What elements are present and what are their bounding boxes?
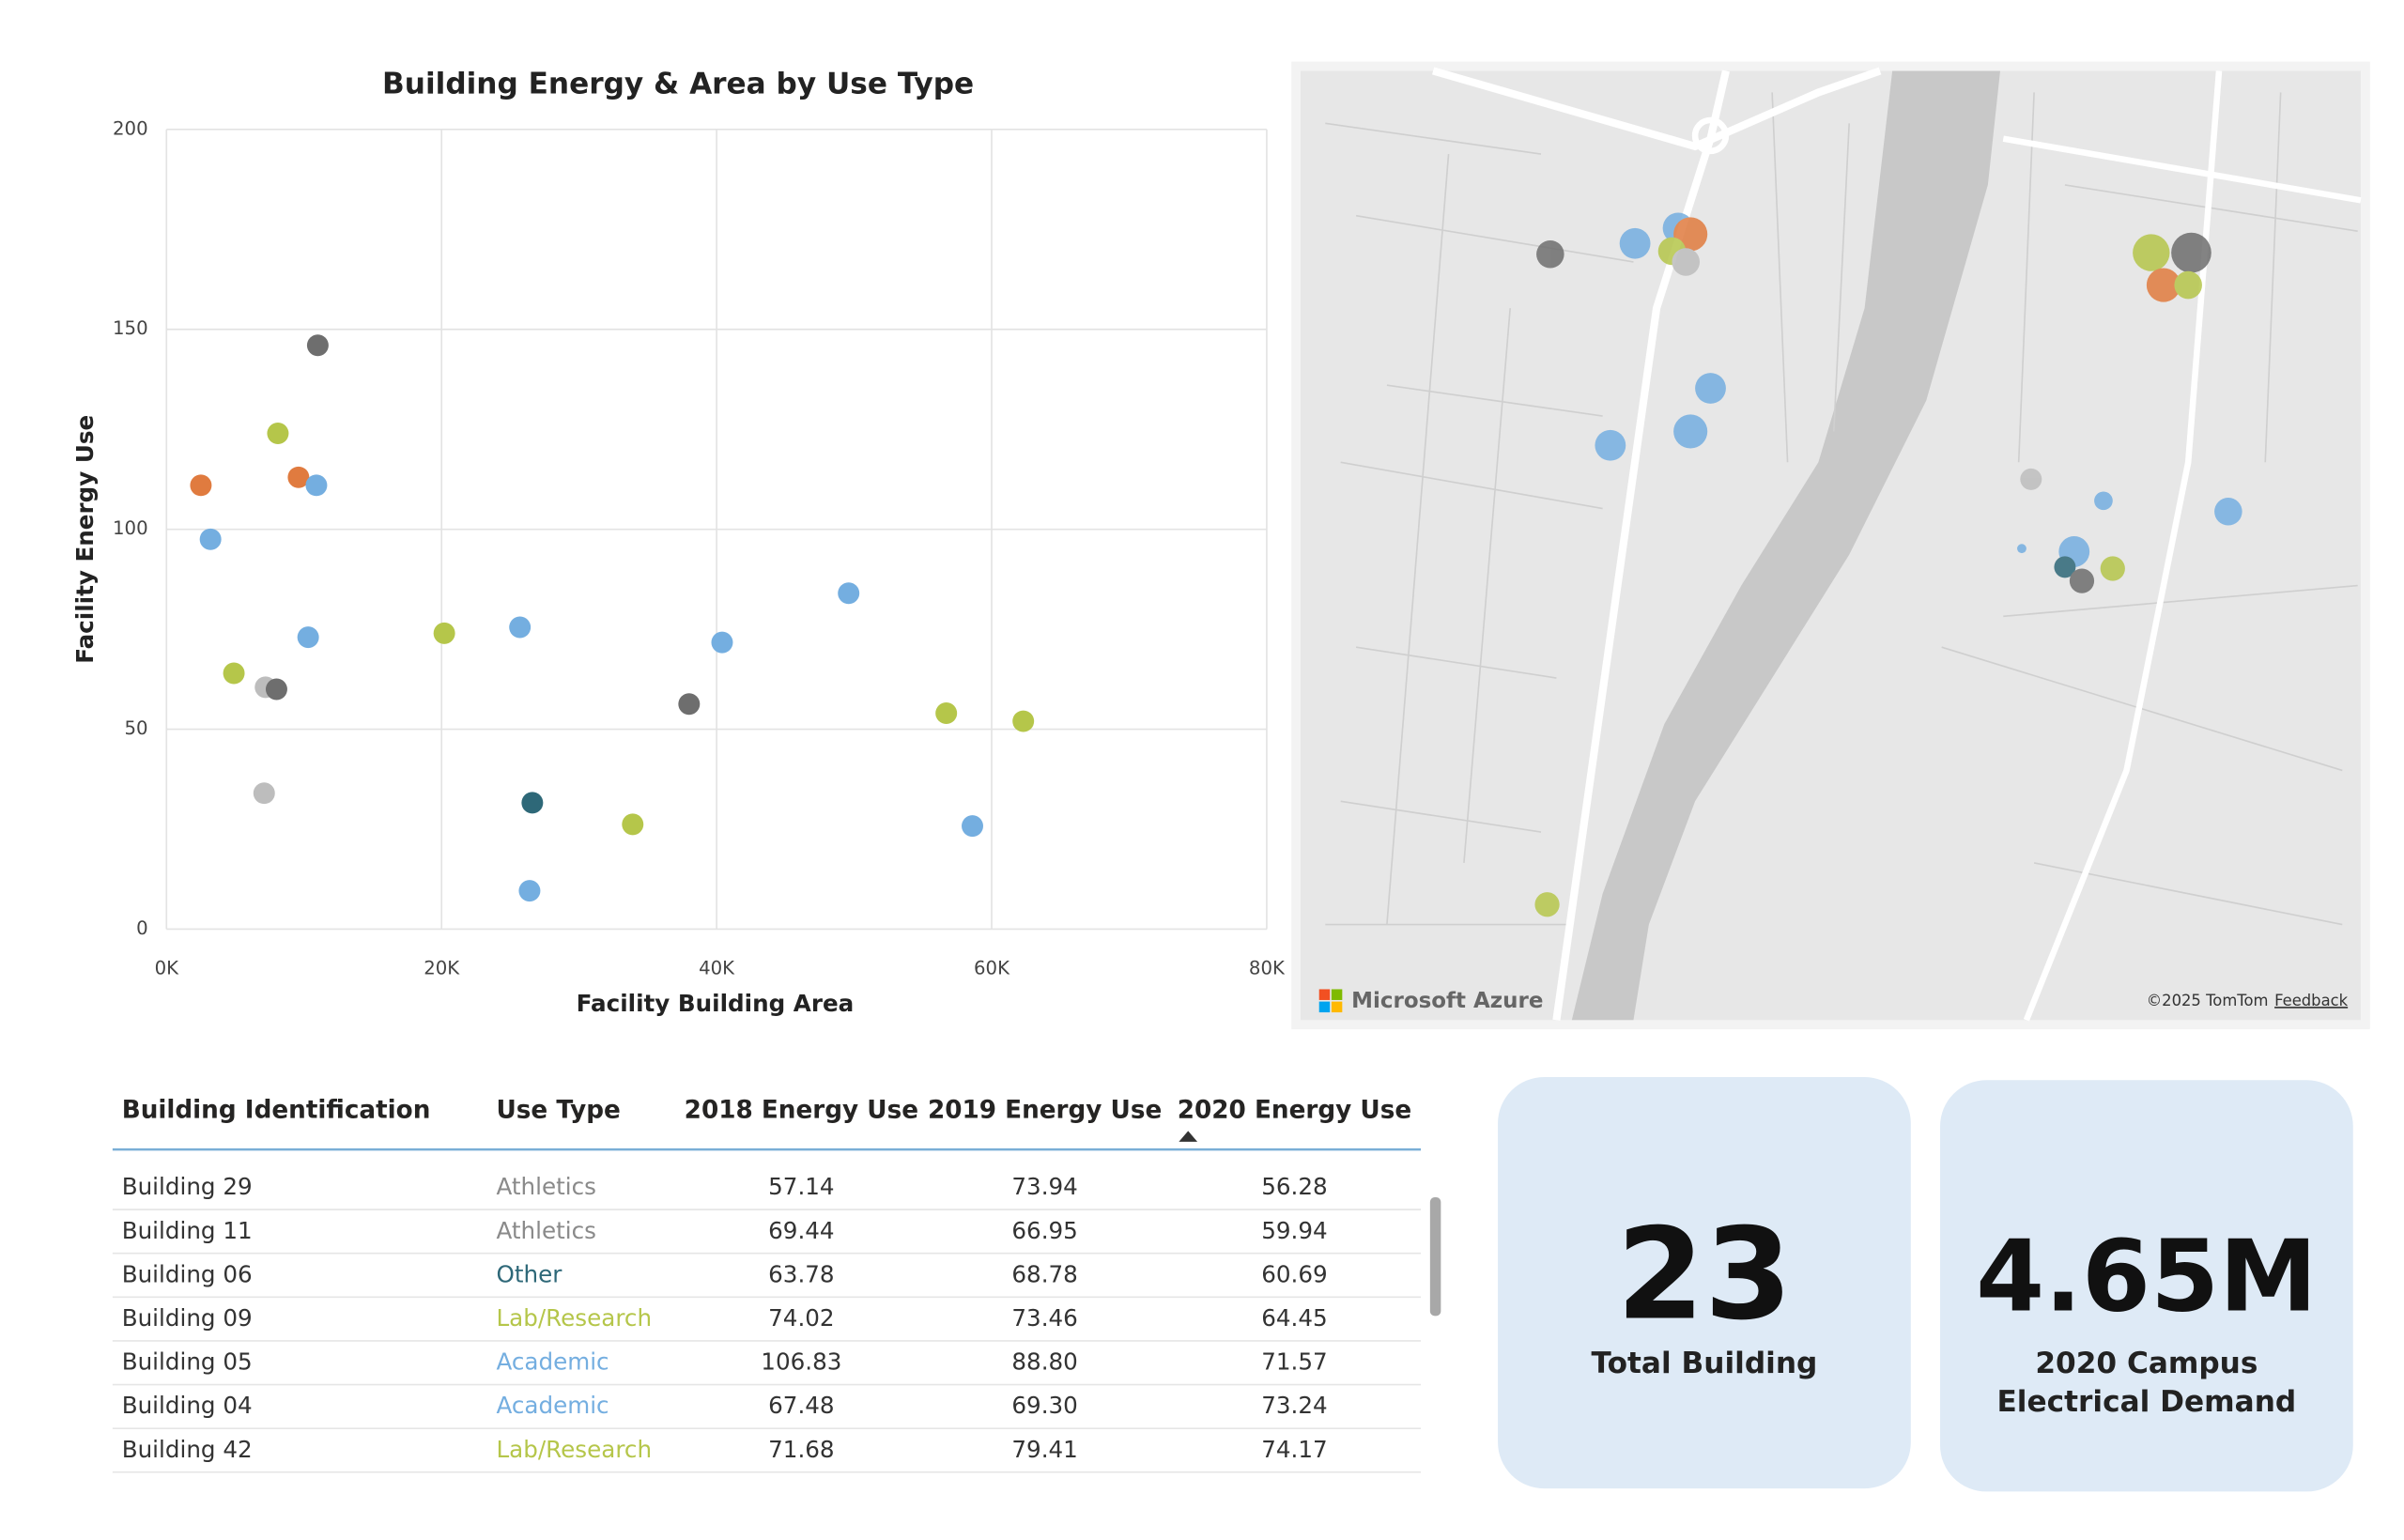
table-cell: Academic [496,1392,609,1419]
table-cell: 67.48 [768,1392,834,1419]
table-cell: 56.28 [1261,1173,1327,1200]
chart-title: Building Energy & Area by Use Type [382,67,974,100]
point [622,813,644,836]
table-cell: Academic [496,1348,609,1376]
river [1571,70,2000,1021]
point [521,792,544,814]
point [305,474,328,497]
point [267,422,289,444]
point [199,528,222,550]
point [297,626,319,649]
point [962,815,983,838]
x-axis-label: Facility Building Area [577,990,855,1017]
table-cell: 68.78 [1011,1260,1077,1287]
column-header[interactable]: 2018 Energy Use [685,1097,918,1125]
table-cell: 60.69 [1261,1260,1327,1287]
table-cell: Lab/Research [496,1304,652,1332]
table-cell: Building 06 [122,1260,253,1287]
y-tick-label: 150 [113,317,148,339]
table-cell: 73.94 [1011,1173,1077,1200]
table-cell: 79.41 [1011,1436,1077,1463]
table-cell: Other [496,1260,562,1287]
point [253,782,275,805]
table-cell: 59.94 [1261,1217,1327,1244]
table-cell: 63.78 [768,1260,834,1287]
table-cell: 73.46 [1011,1304,1077,1332]
point [518,880,541,902]
map: Microsoft Azure ©2025 TomTom Feedback [1291,61,2370,1030]
y-tick-label: 100 [113,517,148,539]
column-header[interactable]: 2019 Energy Use [928,1097,1162,1125]
plot: 0 50 100 150 200 0K 20K 40K 60K 80K [113,117,1286,978]
table-cell: 69.30 [1011,1392,1077,1419]
table-cell: 71.68 [768,1436,834,1463]
map-copyright: ©2025 TomTom [2147,992,2269,1009]
x-tick-label: 40K [699,958,735,979]
point [678,693,701,716]
point [935,702,958,725]
point [190,474,212,497]
table-cell: Building 42 [122,1436,253,1463]
map-brand: Microsoft Azure [1351,989,1543,1013]
kpi-value: 4.65M [1976,1220,2318,1334]
table-cell: 74.02 [768,1304,834,1332]
kpi-label-box: 2020 Campus Electrical Demand [1996,1347,2297,1420]
kpi-card [1940,1080,2353,1492]
point [711,631,733,654]
kpi-label: 2020 Campus Electrical Demand [1996,1347,2297,1420]
point [287,466,310,488]
sort-indicator[interactable] [1179,1131,1198,1142]
kpi-card [1498,1077,1911,1489]
point [223,662,245,685]
table-cell: Building 04 [122,1392,253,1419]
map-feedback[interactable]: Feedback [2274,992,2349,1009]
kpi-label-box: Total Building [1591,1347,1818,1381]
column-header[interactable]: Building Identification [122,1097,431,1125]
table-cell: 57.14 [768,1173,834,1200]
table-cell: Building 11 [122,1217,253,1244]
table-cell: 88.80 [1011,1348,1077,1376]
table-cell: 69.44 [768,1217,834,1244]
table-cell: 73.24 [1261,1392,1327,1419]
point [306,334,329,357]
table-cell: 74.17 [1261,1436,1327,1463]
y-tick-label: 200 [113,117,148,139]
x-tick-label: 20K [424,958,460,979]
point [838,582,860,605]
column-header[interactable]: Use Type [496,1097,620,1125]
x-tick-label: 0K [155,958,180,979]
y-tick-label: 50 [125,717,148,739]
table-cell: Building 09 [122,1304,253,1332]
scrollbar[interactable] [1429,1196,1441,1317]
table-cell: 71.57 [1261,1348,1327,1376]
x-tick-label: 80K [1249,958,1286,979]
kpi-label: Total Building [1591,1347,1818,1381]
table: Building Identification Use Type 2018 Ener… [112,1097,1441,1473]
point [1012,710,1035,732]
table-cell: Building 05 [122,1348,253,1376]
table-cell: 66.95 [1011,1217,1077,1244]
table-cell: Building 29 [122,1173,253,1200]
table-cell: 106.83 [761,1348,841,1376]
column-header[interactable]: 2020 Energy Use [1178,1097,1411,1125]
table-cell: Athletics [496,1173,595,1200]
y-axis-label: Facility Energy Use [71,415,99,664]
table-cell: Lab/Research [496,1436,652,1463]
kpi-value: 23 [1616,1200,1792,1348]
point [433,622,455,644]
table-cell: Athletics [496,1217,595,1244]
x-tick-label: 60K [974,958,1010,979]
y-tick-label: 0 [136,917,148,939]
table-cell: 64.45 [1261,1304,1327,1332]
point [509,616,532,639]
point [265,678,287,701]
map-markers [1534,212,2242,917]
